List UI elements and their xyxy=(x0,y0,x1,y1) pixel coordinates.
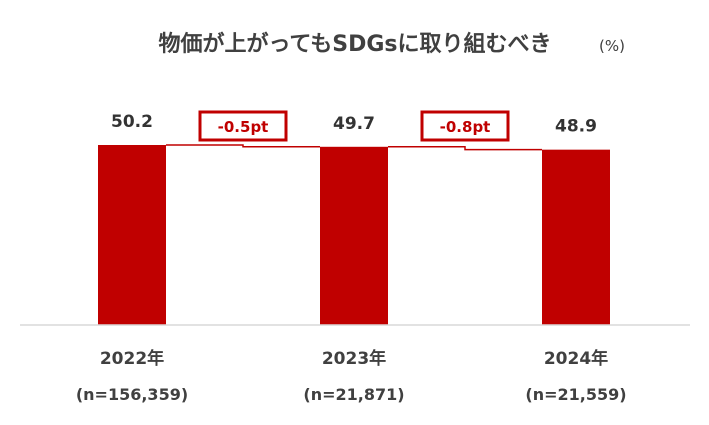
difference-label-2: -0.8pt xyxy=(440,118,491,136)
connector-line-1 xyxy=(166,144,320,148)
category-label-3: 2024年 xyxy=(544,348,608,369)
value-label-3: 48.9 xyxy=(555,117,597,137)
bar-3 xyxy=(542,149,610,325)
unit-label: (%) xyxy=(599,37,625,55)
difference-box-1 xyxy=(198,110,288,142)
value-label-1: 50.2 xyxy=(111,112,153,132)
difference-box-2 xyxy=(420,110,510,142)
sample-size-label-2: (n=21,871) xyxy=(303,385,404,404)
category-label-1: 2022年 xyxy=(100,348,164,369)
sample-size-label-3: (n=21,559) xyxy=(525,385,626,404)
connector-line-2 xyxy=(388,146,542,151)
chart-title: 物価が上がってもSDGsに取り組むべき xyxy=(158,31,551,57)
category-label-2: 2023年 xyxy=(322,348,386,369)
bar-2 xyxy=(320,146,388,325)
sample-size-label-1: (n=156,359) xyxy=(76,385,188,404)
bar-1 xyxy=(98,145,166,325)
difference-label-1: -0.5pt xyxy=(218,118,269,136)
value-label-2: 49.7 xyxy=(333,114,375,134)
plot-area: 50.2 49.7 48.9 -0.5pt -0.8pt 2022年 2023年 2024年 (… xyxy=(20,110,690,404)
